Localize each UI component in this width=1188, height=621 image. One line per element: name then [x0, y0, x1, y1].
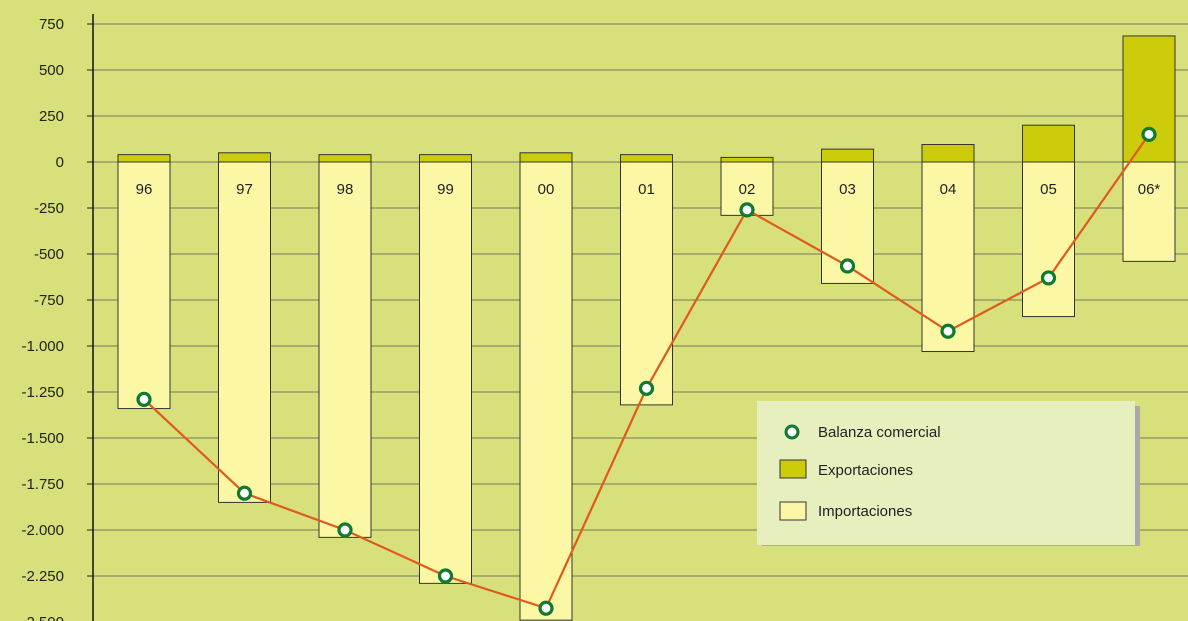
balance-point: [1040, 270, 1057, 286]
import-bar: [419, 161, 472, 584]
category-label: 00: [538, 181, 555, 198]
y-axis: 750 500 250 0 -250 -500 -750 -1.000 -1.250 -1.500…: [21, 14, 94, 621]
export-bar: [1022, 124, 1075, 163]
legend-balance-label: Balanza comercial: [818, 424, 941, 441]
import-bar: [1022, 161, 1075, 318]
export-bar: [218, 152, 271, 163]
export-bar: [519, 152, 573, 163]
balance-point: [1141, 126, 1157, 142]
export-bar: [620, 154, 673, 163]
legend-box: [757, 401, 1135, 545]
category-label: 97: [236, 181, 253, 198]
y-tick-label: -2.500: [21, 614, 64, 621]
legend-export-swatch: [779, 459, 807, 479]
category-label: 02: [739, 181, 756, 198]
category-label: 05: [1040, 181, 1057, 198]
legend-export-label: Exportaciones: [818, 462, 913, 479]
y-tick-label: 250: [39, 108, 64, 125]
legend-balance-marker: [784, 424, 800, 440]
y-tick-label: -250: [34, 200, 64, 217]
balance-point: [437, 568, 454, 584]
legend-import-label: Importaciones: [818, 503, 912, 520]
y-tick-label: -500: [34, 246, 64, 263]
category-label: 98: [337, 181, 354, 198]
export-bar: [921, 144, 975, 163]
import-bar: [519, 161, 573, 621]
y-tick-label: -1.500: [21, 430, 64, 447]
export-bar: [1122, 35, 1176, 163]
y-tick-label: 500: [39, 62, 64, 79]
import-bar: [218, 161, 271, 503]
category-labels: 96 97 98 99 00 01 02 03 04 05 06*: [136, 181, 1161, 198]
category-label: 03: [839, 181, 856, 198]
y-tick-label: -2.000: [21, 522, 64, 539]
import-bar: [318, 161, 372, 538]
export-bar: [117, 154, 171, 163]
category-label: 06*: [1138, 181, 1161, 198]
export-bar: [318, 154, 372, 163]
y-tick-label: -1.250: [21, 384, 64, 401]
category-label: 99: [437, 181, 454, 198]
balance-point: [940, 323, 956, 339]
y-tick-label: -2.250: [21, 568, 64, 585]
category-label: 01: [638, 181, 655, 198]
y-tick-label: -750: [34, 292, 64, 309]
y-tick-label: 750: [39, 16, 64, 33]
y-tick-label: 0: [56, 154, 64, 171]
import-bar: [1122, 161, 1176, 262]
balance-point: [739, 202, 755, 218]
category-label: 04: [940, 181, 957, 198]
export-bar: [821, 148, 874, 163]
balance-point: [839, 258, 856, 274]
balance-point: [236, 485, 253, 501]
balance-line: [136, 126, 1157, 616]
export-bar: [720, 156, 774, 163]
y-tick-label: -1.000: [21, 338, 64, 355]
legend-import-swatch: [779, 501, 807, 521]
balance-point: [638, 380, 655, 396]
category-label: 96: [136, 181, 153, 198]
balance-point: [538, 600, 554, 616]
y-tick-label: -1.750: [21, 476, 64, 493]
export-bar: [419, 154, 472, 163]
import-bar: [620, 161, 673, 406]
legend: Balanza comercial Exportaciones Importacio…: [757, 401, 1140, 546]
balance-point: [337, 522, 353, 538]
import-bar: [117, 161, 171, 410]
balance-point: [136, 391, 152, 407]
